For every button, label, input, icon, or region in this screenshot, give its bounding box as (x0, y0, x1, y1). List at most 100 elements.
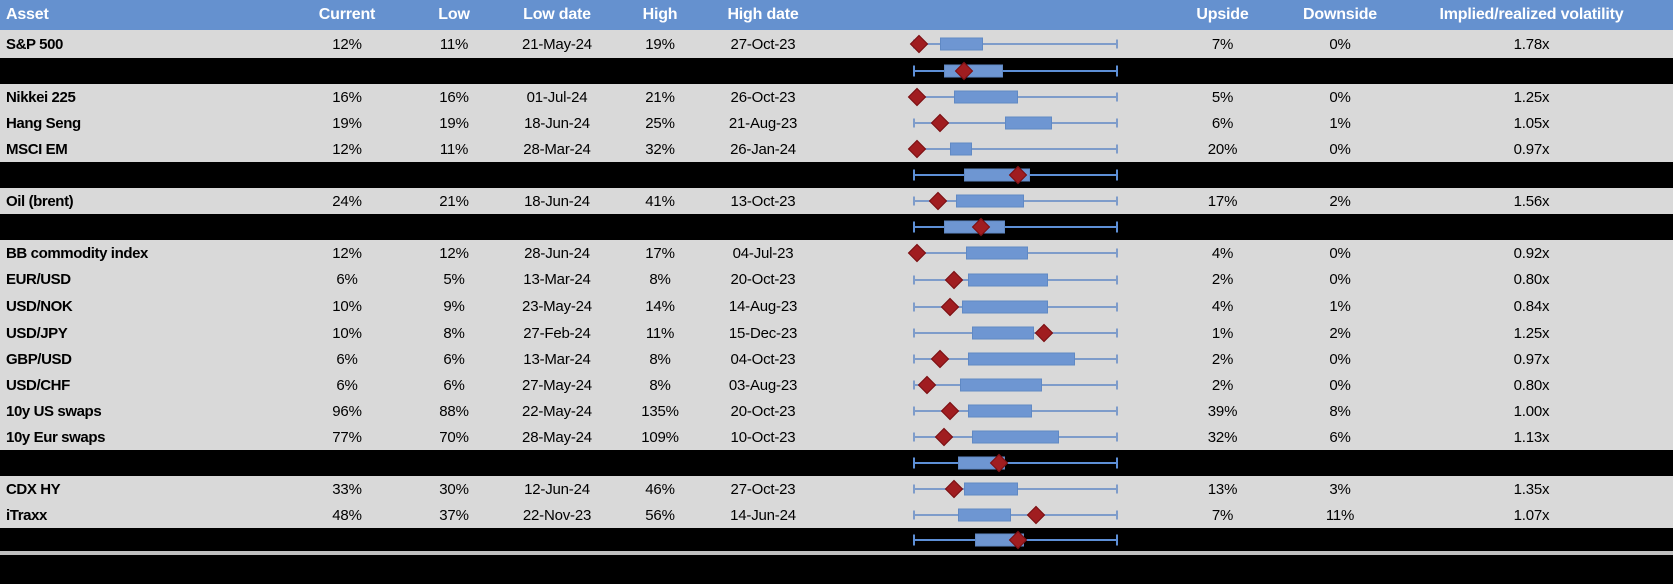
iqr-box (968, 404, 1032, 418)
iqr-box (954, 90, 1018, 104)
whisker-tick-left (913, 406, 915, 416)
current-marker-diamond (918, 375, 937, 395)
high-date-value: 10-Oct-23 (730, 428, 796, 446)
high-date-value: 13-Oct-23 (730, 192, 796, 210)
range-plot-cell (826, 450, 1155, 476)
high-value: 19% (645, 35, 675, 53)
upside-value: 13% (1207, 480, 1238, 498)
table-row: USD/JPY 10% 8% 27-Feb-24 11% 15-Dec-23 1… (0, 320, 1673, 346)
high-date-value: 26-Jan-24 (730, 140, 796, 158)
whisker-line (913, 462, 1118, 464)
high-value: 11% (645, 324, 675, 342)
upside-value: 5% (1211, 88, 1234, 106)
whisker-tick-right (1116, 248, 1118, 258)
iqr-box (962, 300, 1049, 313)
whisker-tick-left (913, 534, 915, 545)
implied-realized-vol-value: 1.56x (1513, 192, 1550, 210)
upside-value: 7% (1211, 35, 1234, 53)
high-date-value: 21-Aug-23 (728, 114, 798, 132)
low-value: 19% (439, 114, 469, 132)
iqr-box (949, 142, 973, 156)
column-header-low-date: Low date (523, 6, 591, 23)
iqr-box (964, 482, 1018, 496)
table-row: MSCI EM 12% 11% 28-Mar-24 32% 26-Jan-24 … (0, 136, 1673, 162)
implied-realized-vol-value: 0.97x (1513, 140, 1550, 158)
downside-value: 0% (1329, 88, 1351, 106)
whisker-tick-left (913, 354, 915, 364)
implied-realized-vol-value: 1.78x (1513, 35, 1550, 53)
current-marker-diamond (940, 297, 960, 316)
boxplot (913, 372, 1118, 398)
iqr-box (968, 273, 1049, 286)
implied-realized-vol-value: 1.07x (1513, 506, 1550, 524)
low-value: 88% (439, 402, 469, 420)
range-plot-cell (826, 502, 1155, 528)
asset-name: USD/JPY (6, 324, 68, 342)
low-value: 9% (443, 298, 465, 315)
current-value: 48% (332, 506, 362, 524)
whisker-tick-right (1116, 328, 1118, 338)
current-marker-diamond (928, 191, 947, 211)
whisker-tick-left (913, 457, 915, 469)
upside-value: 2% (1211, 350, 1234, 368)
downside-value: 0% (1329, 244, 1351, 262)
whisker-tick-left (913, 432, 915, 442)
iqr-box (966, 246, 1028, 260)
high-date-value: 27-Oct-23 (730, 35, 796, 53)
asset-name: MSCI EM (6, 140, 68, 158)
separator-row (0, 450, 1673, 476)
column-header-implied-realized-volatility: Implied/realized volatility (1439, 6, 1624, 23)
downside-value: 11% (1325, 506, 1355, 524)
whisker-tick-left (913, 328, 915, 338)
upside-value: 2% (1211, 376, 1234, 394)
iqr-box (958, 508, 1012, 522)
upside-value: 4% (1211, 298, 1234, 315)
table-row: BB commodity index 12% 12% 28-Jun-24 17%… (0, 240, 1673, 266)
upside-value: 4% (1211, 244, 1234, 262)
high-value: 32% (645, 140, 675, 158)
whisker-tick-left (913, 302, 915, 311)
current-value: 96% (332, 402, 362, 420)
low-date-value: 01-Jul-24 (526, 88, 588, 106)
whisker-tick-right (1116, 221, 1118, 233)
bottom-divider-line (0, 551, 1673, 555)
high-date-value: 14-Jun-24 (730, 506, 796, 524)
boxplot (913, 398, 1118, 424)
low-date-value: 28-May-24 (522, 428, 592, 446)
boxplot (913, 293, 1118, 320)
range-plot-cell (826, 136, 1155, 162)
range-plot-cell (826, 424, 1155, 450)
asset-name: iTraxx (6, 506, 47, 524)
range-plot-cell (826, 240, 1155, 266)
table-row: iTraxx 48% 37% 22-Nov-23 56% 14-Jun-24 7… (0, 502, 1673, 528)
whisker-line (913, 514, 1118, 516)
range-plot-cell (826, 528, 1155, 551)
column-header-high: High (642, 6, 678, 23)
boxplot (913, 188, 1118, 214)
separator-row (0, 58, 1673, 84)
range-plot-cell (826, 320, 1155, 346)
current-value: 6% (336, 271, 358, 288)
implied-realized-vol-value: 1.25x (1513, 324, 1550, 342)
bottom-black-strip (0, 555, 1673, 584)
low-value: 6% (443, 376, 465, 394)
range-plot-cell (826, 162, 1155, 188)
asset-name: 10y Eur swaps (6, 428, 106, 446)
whisker-tick-right (1116, 144, 1118, 154)
low-date-value: 18-Jun-24 (524, 114, 590, 132)
low-date-value: 13-Mar-24 (523, 350, 591, 368)
table-row: CDX HY 33% 30% 12-Jun-24 46% 27-Oct-23 1… (0, 476, 1673, 502)
boxplot (913, 320, 1118, 346)
table-row: 10y US swaps 96% 88% 22-May-24 135% 20-O… (0, 398, 1673, 424)
whisker-tick-right (1116, 118, 1118, 128)
low-date-value: 18-Jun-24 (524, 192, 590, 210)
table-row: GBP/USD 6% 6% 13-Mar-24 8% 04-Oct-23 2% … (0, 346, 1673, 372)
range-plot-cell (826, 398, 1155, 424)
table-row: USD/CHF 6% 6% 27-May-24 8% 03-Aug-23 2% … (0, 372, 1673, 398)
whisker-tick-left (913, 65, 915, 77)
high-value: 135% (641, 402, 679, 420)
low-value: 16% (439, 88, 469, 106)
iqr-box (960, 378, 1043, 392)
low-date-value: 22-Nov-23 (522, 506, 592, 524)
downside-value: 1% (1329, 298, 1351, 315)
